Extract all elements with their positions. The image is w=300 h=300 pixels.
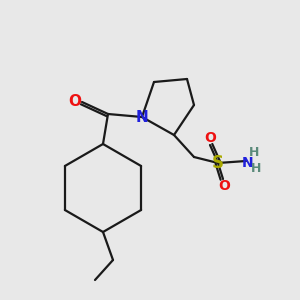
Text: N: N xyxy=(136,110,148,124)
Text: O: O xyxy=(204,131,216,145)
Text: H: H xyxy=(249,146,259,160)
Text: S: S xyxy=(212,154,224,172)
Text: O: O xyxy=(218,179,230,193)
Text: O: O xyxy=(68,94,82,109)
Text: N: N xyxy=(242,156,254,170)
Text: H: H xyxy=(251,161,261,175)
